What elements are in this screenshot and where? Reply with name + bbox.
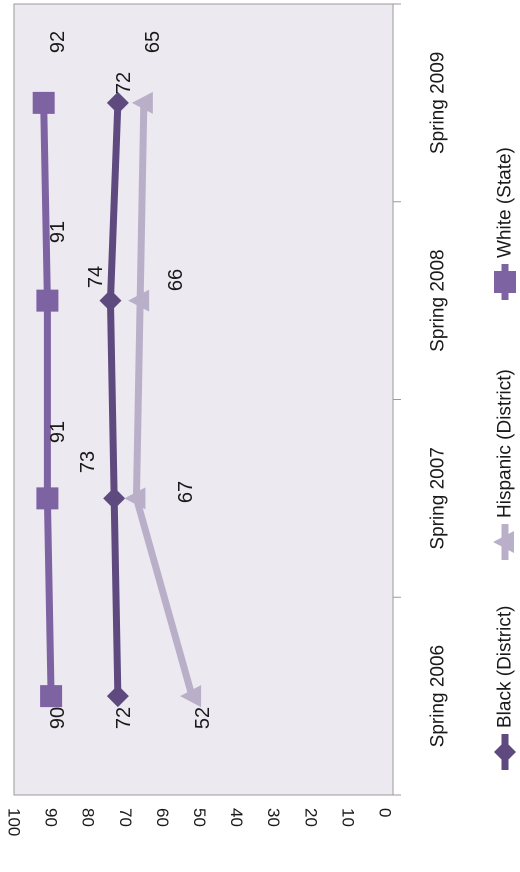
series-line — [40, 102, 55, 697]
legend-swatch-marker — [494, 271, 516, 293]
data-point-marker — [103, 487, 126, 510]
legend-label: Black (District) — [495, 606, 516, 728]
data-label: 92 — [47, 31, 69, 53]
value-tick-label: 0 — [376, 808, 395, 817]
legend-swatch-marker — [494, 741, 516, 763]
value-tick-label: 50 — [190, 808, 209, 827]
data-label: 52 — [192, 707, 214, 729]
data-label: 91 — [47, 221, 69, 243]
value-tick-label: 40 — [227, 808, 246, 827]
data-label: 66 — [165, 269, 187, 291]
value-tick-label: 80 — [79, 808, 98, 827]
category-axis: Spring 2006 Spring 2007 Spring 2008 Spring … — [428, 52, 449, 748]
category-label: Spring 2006 — [428, 645, 449, 747]
data-point-marker — [99, 289, 122, 312]
data-point-marker — [128, 289, 150, 312]
value-tick-label: 100 — [5, 808, 24, 836]
legend-label: White (State) — [495, 147, 516, 258]
data-point-marker — [106, 91, 129, 114]
value-tick-label: 10 — [338, 808, 357, 827]
legend-swatch-marker — [493, 531, 514, 553]
data-point-marker — [40, 685, 63, 708]
data-point-marker — [36, 487, 59, 510]
category-label: Spring 2008 — [428, 249, 449, 351]
data-label: 72 — [113, 707, 135, 729]
data-label: 90 — [47, 707, 69, 729]
data-point-marker — [36, 289, 59, 312]
data-label: 74 — [85, 266, 107, 288]
plot-area — [13, 3, 394, 796]
data-point-marker — [131, 91, 153, 114]
category-ticks — [393, 3, 401, 796]
data-label: 91 — [47, 421, 69, 443]
value-axis: 0 10 20 30 40 50 60 70 80 90 100 — [5, 808, 395, 836]
data-point-marker — [180, 685, 202, 708]
legend: Black (District) Hispanic (District) White… — [493, 147, 516, 770]
data-label: 67 — [175, 481, 197, 503]
series-line — [132, 102, 196, 698]
category-label: Spring 2009 — [428, 52, 449, 154]
category-label: Spring 2007 — [428, 447, 449, 549]
value-tick-label: 70 — [116, 808, 135, 827]
data-label: 65 — [142, 31, 164, 53]
value-tick-label: 30 — [264, 808, 283, 827]
data-point-marker — [124, 487, 146, 510]
value-tick-label: 20 — [301, 808, 320, 827]
value-tick-label: 60 — [153, 808, 172, 827]
data-labels: 72 73 74 72 52 67 66 65 90 91 91 92 — [47, 31, 214, 729]
data-label: 73 — [77, 451, 99, 473]
value-tick-label: 90 — [42, 808, 61, 827]
data-label: 72 — [113, 72, 135, 94]
data-point-marker — [32, 91, 55, 114]
data-point-marker — [106, 685, 129, 708]
legend-label: Hispanic (District) — [495, 369, 516, 518]
series-lines — [32, 91, 202, 708]
series-line — [106, 102, 122, 697]
